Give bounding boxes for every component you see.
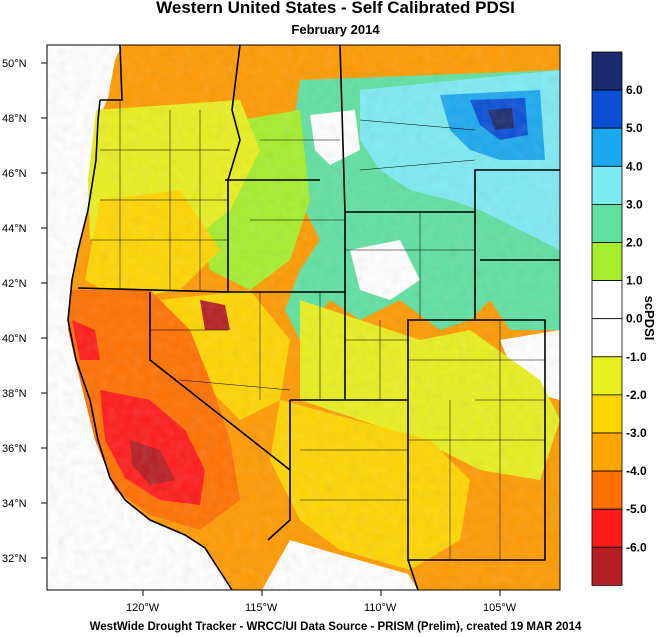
map-border [46, 44, 561, 591]
colorbar-label: 5.0 [626, 121, 643, 135]
lat-label: 44°N [2, 223, 27, 235]
colorbar-label: -1.0 [626, 350, 647, 364]
colorbar-segment [591, 356, 623, 396]
lon-label: 110°W [364, 602, 397, 614]
lat-label: 42°N [2, 278, 27, 290]
colorbar-segment [591, 242, 623, 281]
lat-label: 50°N [2, 58, 27, 70]
colorbar-label: -3.0 [626, 426, 647, 440]
lon-label: 115°W [245, 602, 278, 614]
colorbar-segment [591, 470, 623, 510]
colorbar-label: -6.0 [626, 540, 647, 554]
lat-label: 36°N [2, 443, 27, 455]
colorbar-label: 0.0 [626, 312, 643, 326]
colorbar-label: 6.0 [626, 83, 643, 97]
colorbar-segment [591, 51, 623, 91]
colorbar-label: 3.0 [626, 197, 643, 211]
latitude-axis: 50°N 48°N 46°N 44°N 42°N 40°N 38°N 36°N … [2, 58, 47, 565]
colorbar: 6.0 5.0 4.0 3.0 2.0 1.0 0.0 -1.0 -2.0 -3.0 -4.0 -5.… [591, 51, 647, 586]
lat-label: 40°N [2, 333, 27, 345]
colorbar-segment [591, 280, 623, 320]
colorbar-segment [591, 89, 623, 129]
lon-label: 120°W [126, 602, 160, 614]
lat-label: 32°N [2, 553, 27, 565]
map-title: Western United States - Self Calibrated … [156, 0, 515, 17]
colorbar-segment [591, 203, 623, 243]
colorbar-label: 4.0 [626, 159, 643, 173]
colorbar-label: 2.0 [626, 236, 643, 250]
map-subtitle: February 2014 [291, 22, 380, 37]
colorbar-label: -2.0 [626, 388, 647, 402]
lon-label: 105°W [483, 602, 517, 614]
colorbar-title: scPDSI [642, 296, 657, 341]
colorbar-segment [591, 432, 623, 472]
colorbar-segment [591, 318, 623, 358]
footer-credit: WestWide Drought Tracker - WRCC/UI Data … [89, 621, 582, 633]
colorbar-segment [591, 508, 623, 548]
colorbar-segment [591, 394, 623, 434]
colorbar-segment [591, 127, 623, 167]
lat-label: 46°N [2, 168, 27, 180]
colorbar-segment [591, 546, 623, 586]
state-boundaries [67, 45, 560, 590]
lat-label: 38°N [2, 388, 27, 400]
colorbar-segment [591, 165, 623, 205]
colorbar-label: -4.0 [626, 464, 647, 478]
lat-label: 34°N [2, 498, 27, 510]
map-data-layer [47, 45, 560, 590]
longitude-axis: 120°W 115°W 110°W 105°W [126, 590, 517, 614]
colorbar-label: 1.0 [626, 274, 643, 288]
lat-label: 48°N [2, 113, 27, 125]
colorbar-label: -5.0 [626, 502, 647, 516]
